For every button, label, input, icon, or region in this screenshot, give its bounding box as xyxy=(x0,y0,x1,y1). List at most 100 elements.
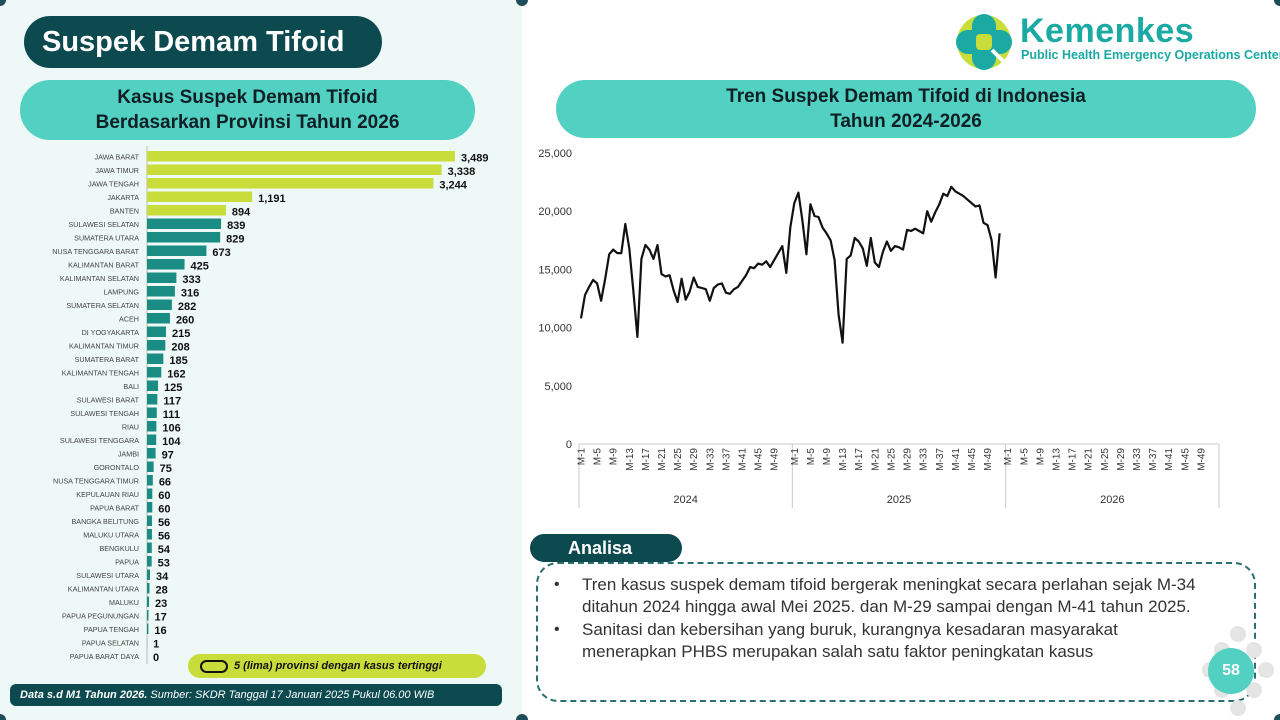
trend-series-line xyxy=(579,185,1001,344)
kemenkes-logo-icon xyxy=(956,14,1012,70)
bar-category-label: KALIMANTAN TENGAH xyxy=(62,369,139,378)
x-tick-label: M-21 xyxy=(1084,448,1095,471)
bar-value-label: 894 xyxy=(232,207,251,219)
bar xyxy=(147,353,164,364)
x-tick-label: M-13 xyxy=(625,448,636,471)
x-tick-label: M-41 xyxy=(951,448,962,471)
x-tick-label: M-21 xyxy=(657,448,668,471)
bar xyxy=(147,515,152,526)
footer-bold: Data s.d M1 Tahun 2026. xyxy=(20,689,148,701)
bar xyxy=(147,461,154,472)
analysis-bullet: Tren kasus suspek demam tifoid bergerak … xyxy=(554,574,1212,618)
x-tick-label: M-13 xyxy=(1051,448,1062,471)
legend: 5 (lima) provinsi dengan kasus tertinggi xyxy=(188,654,486,678)
bar-value-label: 117 xyxy=(163,396,181,408)
x-tick-label: M-45 xyxy=(754,448,765,471)
bar-category-label: RIAU xyxy=(122,423,139,432)
bar-category-label: MALUKU UTARA xyxy=(83,531,139,540)
bar xyxy=(147,299,172,310)
bar-value-label: 0 xyxy=(153,652,159,664)
bar-value-label: 3,338 xyxy=(448,166,476,178)
bar-category-label: JAMBI xyxy=(118,450,139,459)
bar xyxy=(147,407,157,418)
bar-category-label: PAPUA SELATAN xyxy=(82,639,139,648)
bar-category-label: LAMPUNG xyxy=(103,288,139,297)
bar-category-label: KALIMANTAN TIMUR xyxy=(69,342,139,351)
bar xyxy=(147,596,150,607)
bar-value-label: 839 xyxy=(227,220,245,232)
x-tick-label: M-45 xyxy=(1180,448,1191,471)
x-tick-label: M-1 xyxy=(790,448,801,466)
bar xyxy=(147,218,222,229)
kemenkes-logo: Kemenkes Public Health Emergency Operati… xyxy=(952,10,1280,74)
bar-category-label: SULAWESI TENGAH xyxy=(70,409,139,418)
bar-value-label: 1 xyxy=(153,639,159,651)
bar-value-label: 66 xyxy=(159,477,171,489)
bar-value-label: 162 xyxy=(167,369,185,381)
bar-value-label: 3,489 xyxy=(461,153,489,165)
bar xyxy=(147,488,153,499)
bar-category-label: JAWA BARAT xyxy=(95,153,140,162)
x-tick-label: M-5 xyxy=(1019,448,1030,466)
bar xyxy=(147,272,177,283)
logo-subtitle: Public Health Emergency Operations Cente… xyxy=(1021,48,1280,62)
x-tick-label: M-41 xyxy=(738,448,749,471)
bar-value-label: 425 xyxy=(191,261,209,273)
bar-category-label: KALIMANTAN UTARA xyxy=(68,585,139,594)
bar xyxy=(147,326,166,337)
x-tick-label: M-25 xyxy=(673,448,684,471)
bar xyxy=(147,502,153,513)
bar xyxy=(147,542,152,553)
x-tick-label: M-9 xyxy=(1035,448,1046,466)
x-tick-label: M-29 xyxy=(1116,448,1127,471)
x-tick-label: M-1 xyxy=(577,448,588,466)
bar-category-label: PAPUA BARAT xyxy=(90,504,139,513)
bar-value-label: 3,244 xyxy=(439,180,467,192)
bar xyxy=(147,583,150,594)
bar-category-label: SULAWESI BARAT xyxy=(77,396,140,405)
x-tick-label: M-5 xyxy=(593,448,604,466)
bar-value-label: 104 xyxy=(162,436,181,448)
bar-category-label: NUSA TENGGARA TIMUR xyxy=(53,477,139,486)
bar-category-label: JAKARTA xyxy=(107,193,139,202)
line-chart-header-line1: Tren Suspek Demam Tifoid di Indonesia xyxy=(726,86,1086,107)
bar-value-label: 111 xyxy=(163,409,180,421)
bar xyxy=(147,475,153,486)
bar-value-label: 16 xyxy=(154,625,166,637)
legend-label: 5 (lima) provinsi dengan kasus tertinggi xyxy=(234,660,442,672)
line-chart-header-line2: Tahun 2024-2026 xyxy=(830,111,982,132)
x-tick-label: M-1 xyxy=(1003,448,1014,466)
bar-category-label: PAPUA TENGAH xyxy=(84,625,139,634)
bar-category-label: JAWA TENGAH xyxy=(88,180,139,189)
bar-value-label: 125 xyxy=(164,382,182,394)
bar xyxy=(147,448,156,459)
bar-value-label: 333 xyxy=(182,274,200,286)
x-tick-label: M-21 xyxy=(870,448,881,471)
bar-category-label: BANGKA BELITUNG xyxy=(71,517,139,526)
bar-category-label: SULAWESI SELATAN xyxy=(68,220,139,229)
bar-value-label: 282 xyxy=(178,301,196,313)
bar-value-label: 34 xyxy=(156,571,169,583)
x-tick-label: M-9 xyxy=(822,448,833,466)
bar-value-label: 829 xyxy=(226,234,244,246)
bar-value-label: 673 xyxy=(212,247,230,259)
x-tick-label: M-45 xyxy=(967,448,978,471)
bar-category-label: BANTEN xyxy=(110,207,139,216)
bar xyxy=(147,610,149,621)
page-number-badge: 58 xyxy=(1208,648,1254,694)
bar-category-label: KALIMANTAN SELATAN xyxy=(60,274,139,283)
bar-value-label: 56 xyxy=(158,531,170,543)
trend-line-chart: 0 5,000 10,000 15,000 20,000 25,000 M-1 M-5 M-9 M… xyxy=(538,148,1220,508)
bar-category-label: DI YOGYAKARTA xyxy=(82,328,140,337)
bar xyxy=(147,529,152,540)
footer-source: Data s.d M1 Tahun 2026. Sumber: SKDR Tan… xyxy=(10,684,502,706)
bar-chart-header-line1: Kasus Suspek Demam Tifoid xyxy=(117,87,378,108)
bar xyxy=(147,205,226,216)
year-label: 2024 xyxy=(673,494,697,506)
analysis-bullet: Sanitasi dan kebersihan yang buruk, kura… xyxy=(554,619,1212,663)
logo-name: Kemenkes xyxy=(1020,12,1195,50)
x-tick-label: M-37 xyxy=(935,448,946,471)
bar-value-label: 23 xyxy=(155,598,167,610)
bar xyxy=(147,313,170,324)
bar-chart-header-line2: Berdasarkan Provinsi Tahun 2026 xyxy=(95,112,400,133)
